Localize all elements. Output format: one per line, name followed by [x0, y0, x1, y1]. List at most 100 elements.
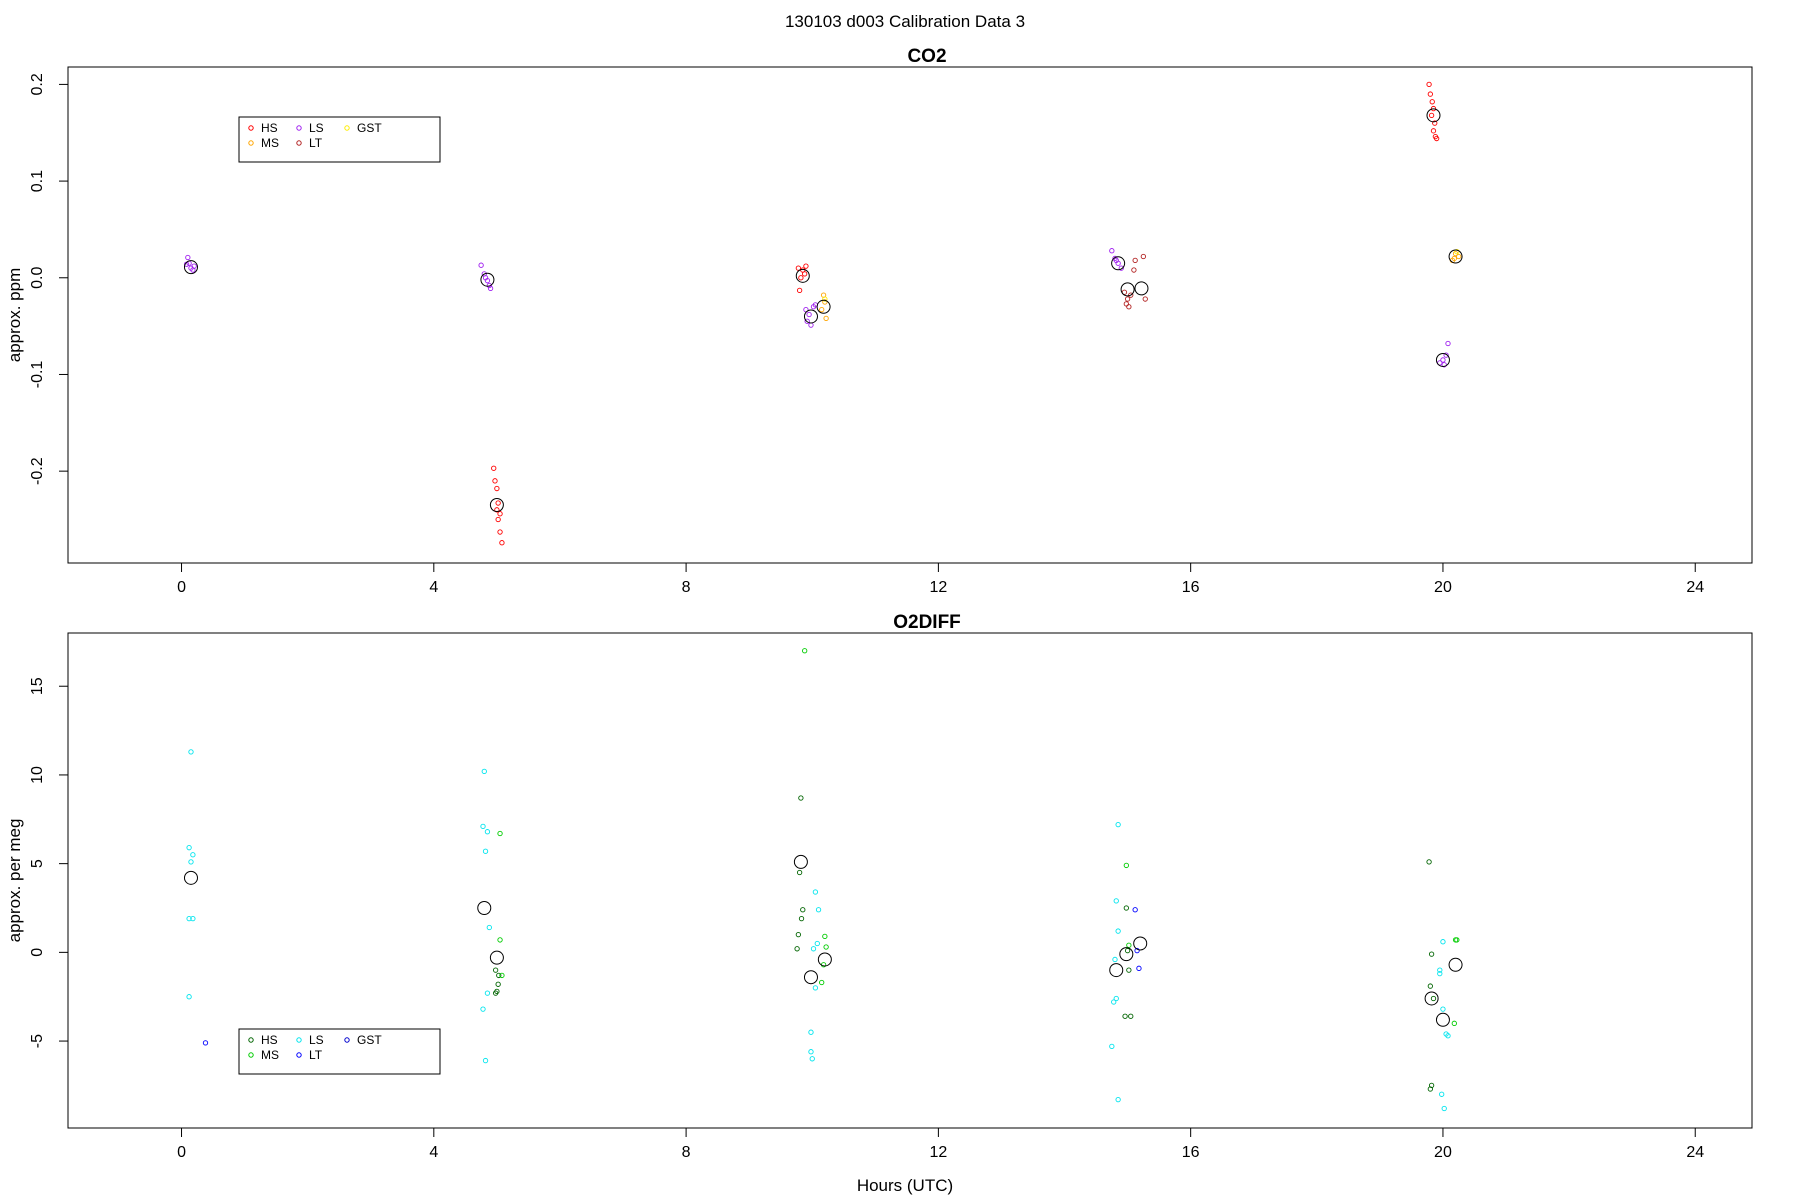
data-point-ls [1115, 821, 1121, 828]
legend-label-hs: HS [261, 1033, 278, 1047]
data-point-ls [484, 829, 491, 835]
data-point-lt [1124, 296, 1131, 302]
data-point-ls [1111, 999, 1117, 1005]
data-point-hs [1432, 120, 1438, 126]
x-tick-label: 8 [682, 579, 691, 596]
data-point-ls [809, 1056, 815, 1062]
data-point-ls [1109, 1043, 1115, 1050]
data-point-hs [495, 516, 501, 523]
y-tick-label: 0.0 [29, 267, 46, 289]
data-point-hs [1433, 135, 1440, 142]
legend-label-ms: MS [261, 136, 279, 150]
data-point-ms [819, 307, 825, 313]
data-point-ls [480, 1006, 486, 1012]
x-tick-label: 16 [1182, 579, 1200, 596]
mean-marker [1133, 936, 1148, 951]
data-point-ls [1440, 939, 1446, 945]
data-point-hs [795, 265, 802, 271]
data-point-lt [202, 1040, 209, 1046]
data-point-ls [1445, 1033, 1451, 1039]
y-tick-label: 0.2 [29, 73, 46, 95]
legend-marker-hs [248, 1037, 254, 1043]
mean-marker [489, 497, 504, 512]
x-tick-label: 4 [429, 579, 438, 596]
x-axis-label: Hours (UTC) [857, 1176, 953, 1195]
data-point-ls [188, 749, 194, 755]
mean-marker [816, 299, 831, 314]
o2diff-panel: O2DIFF 0 4 8 12 16 20 24 -5 0 5 10 15 approx. per meg… [5, 612, 1753, 1161]
data-point-hs [499, 540, 505, 546]
data-point-ls [1115, 928, 1121, 934]
mean-marker [1426, 108, 1441, 123]
mean-marker [1134, 281, 1149, 296]
data-point-ls [815, 907, 822, 913]
data-point-hs [794, 946, 800, 952]
y-tick-label: 15 [29, 677, 46, 695]
data-point-ms [822, 933, 828, 940]
mean-marker [477, 901, 492, 915]
x-tick-label: 16 [1182, 1144, 1200, 1161]
data-point-ls [482, 275, 489, 281]
data-point-ls [808, 1029, 814, 1035]
data-point-ls [482, 1057, 489, 1064]
mean-marker [1119, 947, 1134, 962]
data-point-hs [1427, 1086, 1433, 1092]
data-point-ms [823, 944, 829, 950]
data-point-hs [1426, 81, 1432, 88]
data-point-ls [190, 915, 196, 922]
data-point-ms [497, 937, 503, 943]
data-point-ls [482, 848, 489, 854]
y-axis-label: approx. ppm [5, 268, 24, 363]
data-point-hs [497, 511, 503, 517]
data-point-ls [1441, 362, 1447, 368]
data-point-ls [188, 859, 194, 865]
data-point-hs [1430, 105, 1437, 112]
data-point-hs [1427, 91, 1433, 97]
data-point-ls [812, 985, 819, 991]
data-point-gst [822, 296, 828, 302]
mean-marker [1120, 282, 1135, 297]
data-point-ls [185, 254, 191, 261]
data-point-ls [808, 1049, 814, 1055]
data-point-lt [1126, 304, 1132, 310]
x-tick-label: 12 [929, 1144, 947, 1161]
y-axis-label: approx. per meg [5, 819, 24, 943]
data-point-hs [800, 907, 806, 913]
data-point-ms [823, 315, 829, 322]
mean-marker [817, 952, 832, 967]
data-point-lt [1131, 267, 1137, 273]
data-point-hs [1428, 951, 1435, 957]
legend-box [238, 1028, 441, 1075]
data-point-lt [1142, 296, 1148, 302]
legend-marker-hs [248, 125, 254, 131]
data-point-ls [481, 768, 487, 775]
data-point-ls [806, 311, 812, 318]
mean-marker [1111, 256, 1126, 271]
plot-frame [67, 632, 1753, 1129]
data-point-hs [496, 972, 502, 979]
data-point-hs [1428, 112, 1435, 118]
data-point-lt [1136, 965, 1142, 971]
mean-marker [1448, 249, 1463, 264]
data-point-ls [1115, 1096, 1121, 1103]
data-point-ms [1454, 937, 1460, 943]
x-tick-label: 20 [1434, 579, 1452, 596]
legend-marker-gst [344, 1037, 350, 1043]
data-point-ls [1109, 248, 1115, 254]
data-point-ls [486, 282, 492, 289]
x-tick-label: 12 [929, 579, 947, 596]
data-point-ls [1112, 956, 1118, 963]
data-point-hs [1123, 905, 1129, 911]
mean-marker [1424, 991, 1439, 1006]
data-point-ls [1445, 340, 1451, 347]
data-point-hs [492, 967, 499, 973]
mean-marker [183, 260, 198, 275]
mean-marker [489, 950, 504, 965]
data-point-hs [796, 869, 803, 876]
data-point-ls [1437, 967, 1443, 973]
mean-marker [1448, 957, 1463, 972]
data-point-hs [1430, 128, 1437, 134]
